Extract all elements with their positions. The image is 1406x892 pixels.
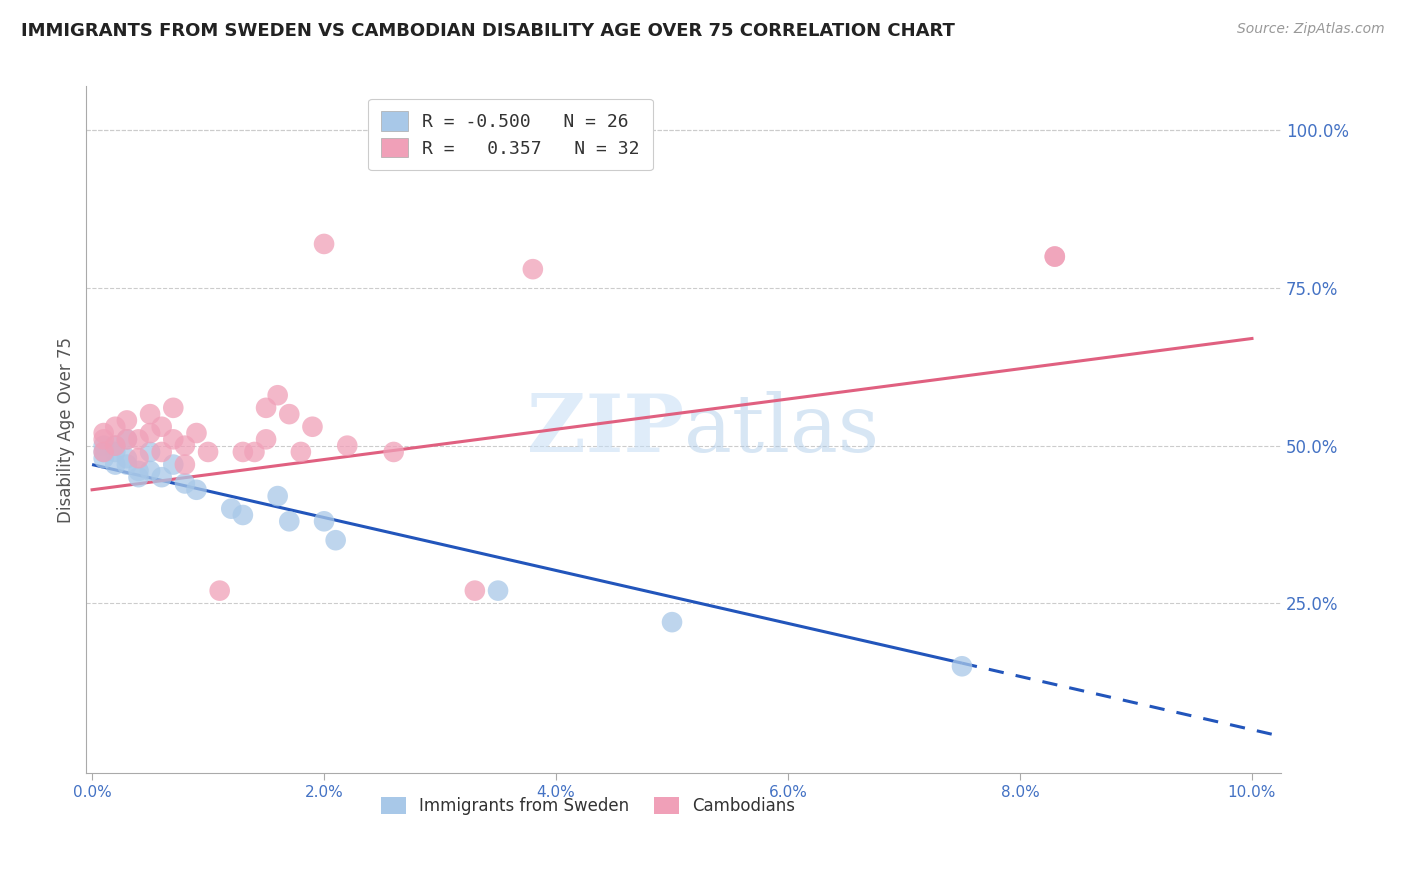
Text: ZIP: ZIP [527,391,683,469]
Point [115,413,138,427]
Point [139,425,162,440]
Point [104,419,127,434]
Point [139,464,162,478]
Point [464,583,486,598]
Point [522,262,544,277]
Point [93,451,115,466]
Point [93,425,115,440]
Point [150,470,173,484]
Point [115,458,138,472]
Point [208,583,231,598]
Point [336,439,359,453]
Point [278,407,301,421]
Point [301,419,323,434]
Point [232,508,254,522]
Point [382,445,405,459]
Point [1043,250,1066,264]
Point [93,445,115,459]
Point [115,451,138,466]
Point [486,583,509,598]
Point [162,401,184,415]
Point [104,458,127,472]
Point [325,533,347,548]
Legend: Immigrants from Sweden, Cambodians: Immigrants from Sweden, Cambodians [373,789,804,823]
Text: atlas: atlas [683,391,879,469]
Point [173,476,195,491]
Point [162,458,184,472]
Text: Source: ZipAtlas.com: Source: ZipAtlas.com [1237,22,1385,37]
Point [219,501,242,516]
Point [127,433,149,447]
Y-axis label: Disability Age Over 75: Disability Age Over 75 [58,337,75,523]
Point [173,439,195,453]
Point [93,445,115,459]
Point [104,439,127,453]
Point [312,514,335,528]
Point [197,445,219,459]
Point [1043,250,1066,264]
Text: IMMIGRANTS FROM SWEDEN VS CAMBODIAN DISABILITY AGE OVER 75 CORRELATION CHART: IMMIGRANTS FROM SWEDEN VS CAMBODIAN DISA… [21,22,955,40]
Point [139,407,162,421]
Point [104,439,127,453]
Point [186,483,208,497]
Point [266,489,288,503]
Point [127,470,149,484]
Point [290,445,312,459]
Point [312,236,335,251]
Point [278,514,301,528]
Point [254,401,277,415]
Point [950,659,973,673]
Point [243,445,266,459]
Point [150,419,173,434]
Point [232,445,254,459]
Point [661,615,683,629]
Point [266,388,288,402]
Point [93,433,115,447]
Point [127,464,149,478]
Point [115,433,138,447]
Point [162,433,184,447]
Point [139,445,162,459]
Point [254,433,277,447]
Point [173,458,195,472]
Point [93,439,115,453]
Point [115,433,138,447]
Point [150,445,173,459]
Point [127,451,149,466]
Point [186,425,208,440]
Point [104,445,127,459]
